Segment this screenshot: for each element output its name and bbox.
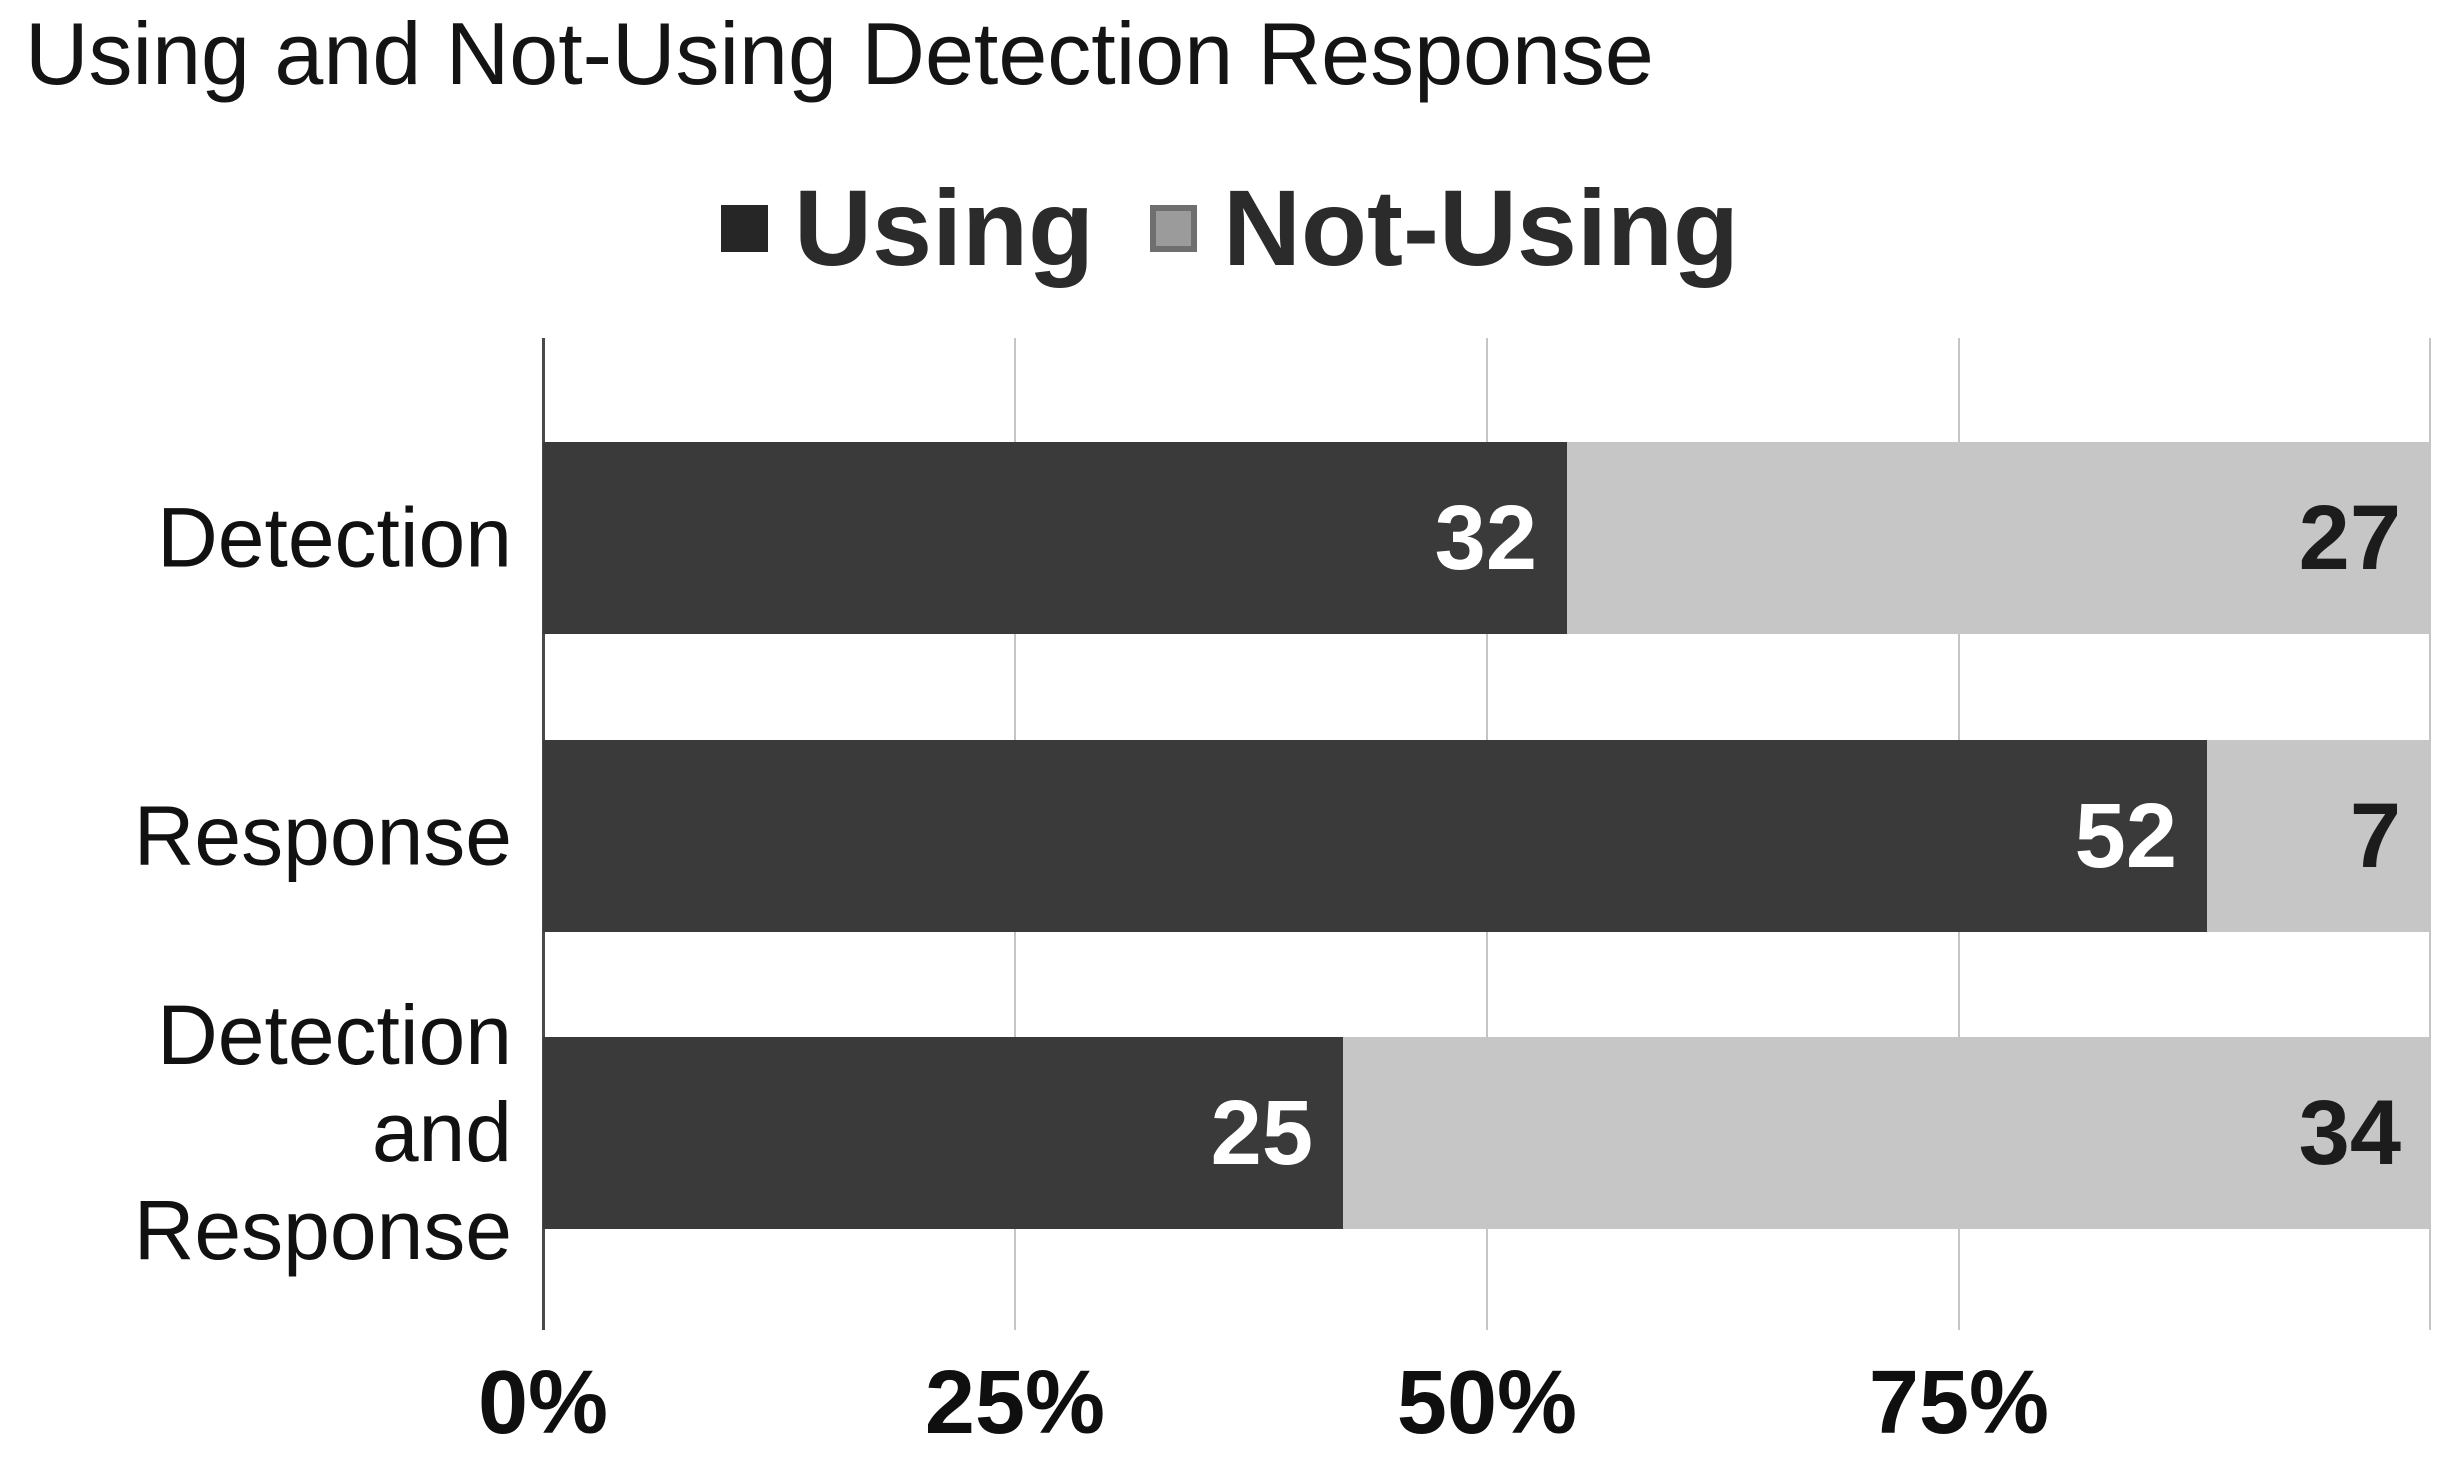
bar-segment-not-using: 34 [1343,1037,2431,1229]
bar-row: 25 34 [543,1037,2431,1229]
legend-label-not-using: Not-Using [1223,167,1739,288]
not-using-swatch-icon [1150,204,1198,252]
x-axis-tick-label: 25% [924,1353,1106,1453]
legend-item-using: Using [721,174,1094,282]
category-label: Detection and Response [133,987,512,1277]
bar-segment-using: 32 [543,442,1567,634]
bar-value-label: 32 [1434,487,1537,589]
legend-item-not-using: Not-Using [1150,174,1739,282]
bar-value-label: 52 [2074,785,2177,887]
chart-title: Using and Not-Using Detection Response [25,4,1654,103]
bar-value-label: 27 [2298,487,2401,589]
category-label: Response [133,788,512,883]
using-swatch-icon [721,204,769,252]
category-label: Detection [157,490,512,585]
bar-segment-using: 25 [543,1037,1343,1229]
x-axis-tick-label: 0% [477,1353,609,1453]
x-axis-labels: 0% 25% 50% 75% [478,1353,2431,1478]
bar-row: 32 27 [543,442,2431,634]
x-axis-tick-label: 50% [1396,1353,1578,1453]
plot-area: 32 27 52 7 25 34 [542,338,2431,1330]
bar-value-label: 25 [1210,1082,1313,1184]
bar-segment-not-using: 27 [1567,442,2431,634]
x-axis-tick-label: 75% [1868,1353,2050,1453]
category-axis: Detection Response Detection and Response [0,338,512,1330]
bar-segment-not-using: 7 [2207,740,2431,932]
legend: Using Not-Using [0,162,2460,294]
bar-value-label: 7 [2349,785,2401,887]
bar-value-label: 34 [2298,1082,2401,1184]
bar-row: 52 7 [543,740,2431,932]
legend-label-using: Using [794,167,1095,288]
bar-segment-using: 52 [543,740,2207,932]
